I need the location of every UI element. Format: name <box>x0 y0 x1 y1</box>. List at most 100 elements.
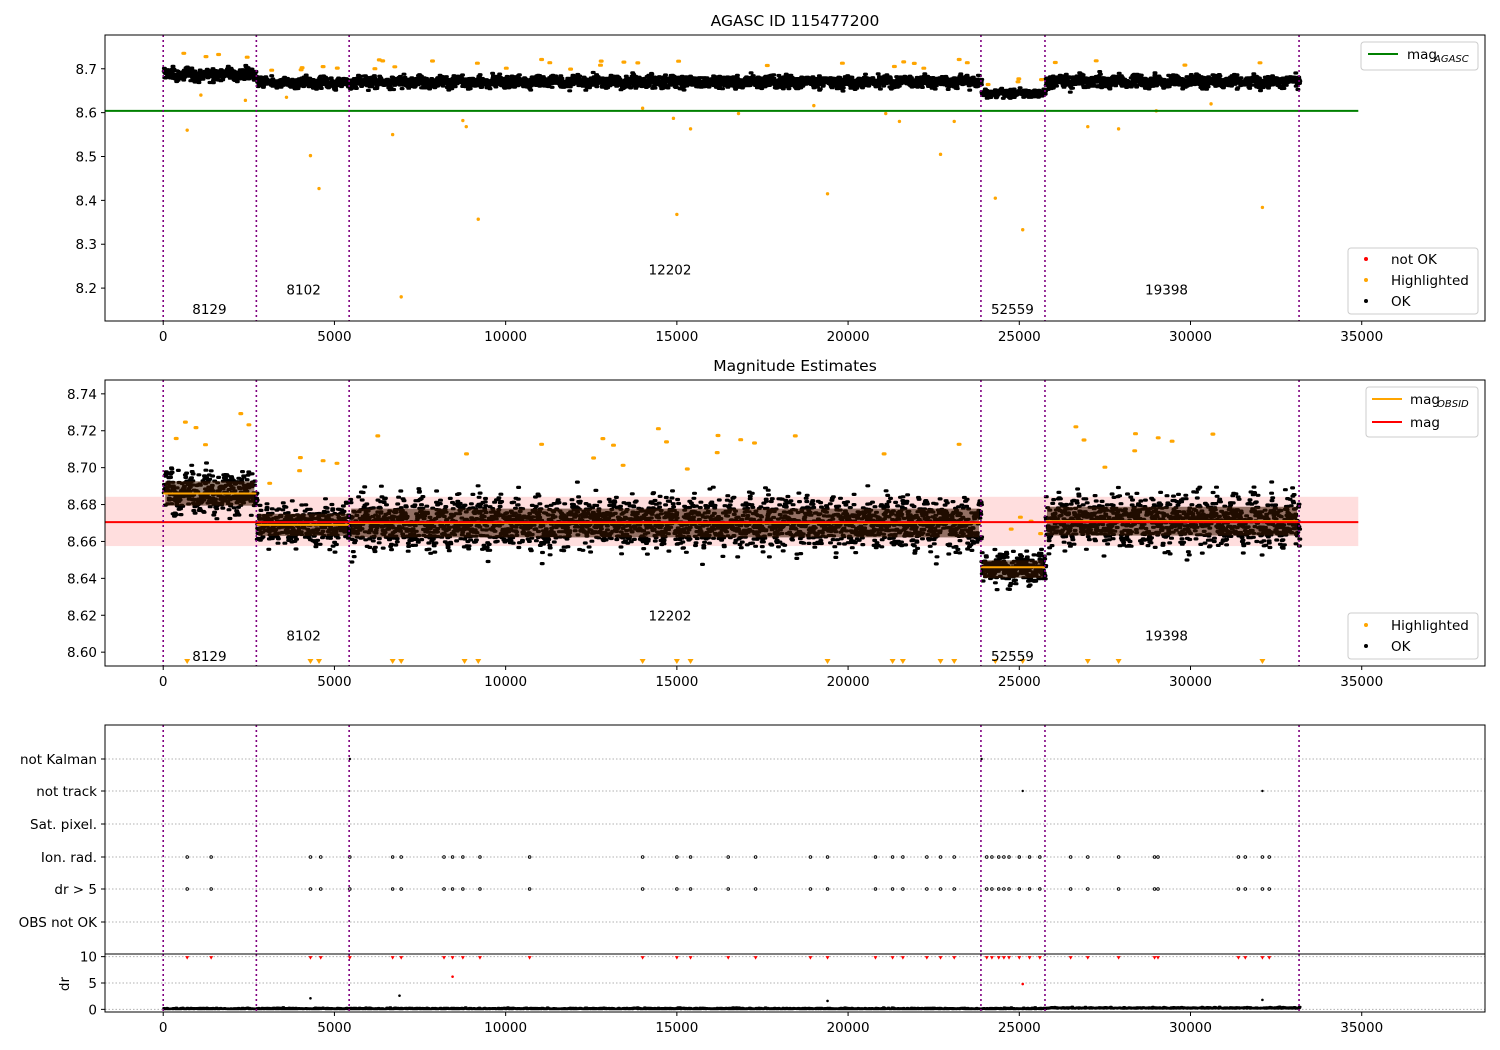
highlighted-outlier-point <box>476 217 480 221</box>
highlighted-outlier-point <box>390 132 395 137</box>
x-tick-label: 15000 <box>655 329 698 345</box>
highlighted-outlier-point <box>993 196 998 200</box>
not-kalman-point <box>980 757 983 761</box>
y-tick-label: 10 <box>80 950 97 966</box>
clipped-dr-marker <box>399 956 404 960</box>
highlighted-outlier-point <box>199 93 203 97</box>
highlighted-outlier-point <box>1116 127 1121 131</box>
clipped-dr-marker <box>674 956 679 960</box>
clipped-highlight-marker <box>398 659 405 664</box>
highlighted-outlier-point <box>952 119 956 124</box>
x-tick-label: 10000 <box>484 329 527 345</box>
x-tick-label: 10000 <box>484 674 527 690</box>
flag-point <box>873 887 878 891</box>
x-tick-label: 15000 <box>655 674 698 690</box>
clipped-dr-marker <box>1155 956 1160 960</box>
panel-agasc-magnitude: AGASC ID 115477200 8129 8102 12202 52559 1939… <box>76 12 1486 345</box>
x-tick-label: 35000 <box>1340 1020 1383 1036</box>
flag-point <box>1027 887 1032 891</box>
highlighted-outlier-point <box>284 95 289 99</box>
clipped-dr-marker <box>1017 956 1022 960</box>
flag-point <box>1260 887 1265 891</box>
clipped-dr-marker <box>527 956 532 960</box>
highlighted-outlier-point <box>884 111 888 116</box>
clipped-dr-marker <box>873 956 878 960</box>
flag-point <box>938 855 943 859</box>
clipped-dr-marker <box>825 956 830 960</box>
legend-label: mag <box>1407 47 1437 63</box>
x-tick-label: 5000 <box>317 1020 351 1036</box>
highlighted-outlier-point <box>825 192 830 196</box>
legend-label: Highlighted <box>1391 618 1469 634</box>
clipped-dr-marker <box>209 956 214 960</box>
y-tick-label: 8.72 <box>67 424 97 440</box>
x-tick-label: 20000 <box>827 674 870 690</box>
flag-point <box>1007 887 1011 891</box>
clipped-dr-marker <box>1068 956 1073 960</box>
flag-point <box>1017 887 1022 891</box>
agasc-ok-points <box>161 63 1303 100</box>
flag-point <box>901 887 905 891</box>
flag-point <box>688 855 693 859</box>
legend-dot-marker <box>1364 278 1368 282</box>
flag-category-label: not track <box>36 784 97 800</box>
legend-label: OK <box>1391 639 1412 655</box>
flag-point <box>1152 887 1157 891</box>
flag-point <box>688 887 693 891</box>
not-kalman-point <box>348 757 352 761</box>
flag-point <box>1156 887 1160 891</box>
x-tick-label: 25000 <box>998 1020 1041 1036</box>
x-tick-label: 30000 <box>1169 674 1212 690</box>
flag-point <box>1243 887 1248 891</box>
x-tick-label: 30000 <box>1169 329 1212 345</box>
clipped-dr-marker <box>984 956 989 960</box>
flag-point <box>527 855 532 859</box>
highlighted-outlier-point <box>464 124 468 129</box>
clipped-highlight-marker <box>937 659 944 664</box>
flag-point <box>952 855 956 859</box>
flag-category-label: Sat. pixel. <box>30 817 97 833</box>
clipped-dr-marker <box>1267 956 1272 960</box>
flag-point <box>399 887 403 891</box>
highlighted-outlier-point <box>308 153 313 158</box>
agasc-highlighted-points <box>181 51 1263 87</box>
flag-point <box>308 855 313 859</box>
flag-point <box>1086 855 1090 859</box>
clipped-dr-marker <box>450 956 455 960</box>
flag-point <box>808 887 813 891</box>
flag-point <box>1038 887 1042 891</box>
clipped-highlight-marker <box>389 659 396 664</box>
flag-category-label: dr > 5 <box>54 882 97 898</box>
flag-point <box>890 855 895 859</box>
flag-point <box>1017 855 1022 859</box>
highlighted-outlier-point <box>675 212 679 217</box>
clipped-dr-marker <box>1116 956 1121 960</box>
flag-point <box>1156 855 1160 859</box>
flag-point <box>1086 887 1090 891</box>
obsid-label: 19398 <box>1145 629 1188 645</box>
y-tick-label: 8.62 <box>67 608 97 624</box>
clipped-dr-marker <box>477 956 482 960</box>
flag-point <box>1152 855 1157 859</box>
x-tick-label: 20000 <box>827 1020 870 1036</box>
clipped-dr-marker <box>1001 956 1006 960</box>
flag-point <box>640 855 645 859</box>
clipped-dr-marker <box>952 956 957 960</box>
flag-point <box>753 887 758 891</box>
flag-point <box>825 855 830 859</box>
flag-point <box>1027 855 1032 859</box>
flag-point <box>938 887 943 891</box>
flag-point <box>996 855 1001 859</box>
obsid-label: 12202 <box>649 608 692 624</box>
flag-point <box>348 887 352 891</box>
plot-frame <box>104 379 1486 667</box>
y-axis-label: dr <box>57 976 73 991</box>
obsid-label: 52559 <box>991 649 1034 665</box>
flag-point <box>808 855 813 859</box>
x-tick-label: 35000 <box>1340 674 1383 690</box>
flag-point <box>996 887 1001 891</box>
highlighted-outlier-point <box>1209 102 1213 106</box>
legend-dot-marker <box>1364 257 1368 261</box>
y-tick-label: 8.66 <box>67 534 97 550</box>
